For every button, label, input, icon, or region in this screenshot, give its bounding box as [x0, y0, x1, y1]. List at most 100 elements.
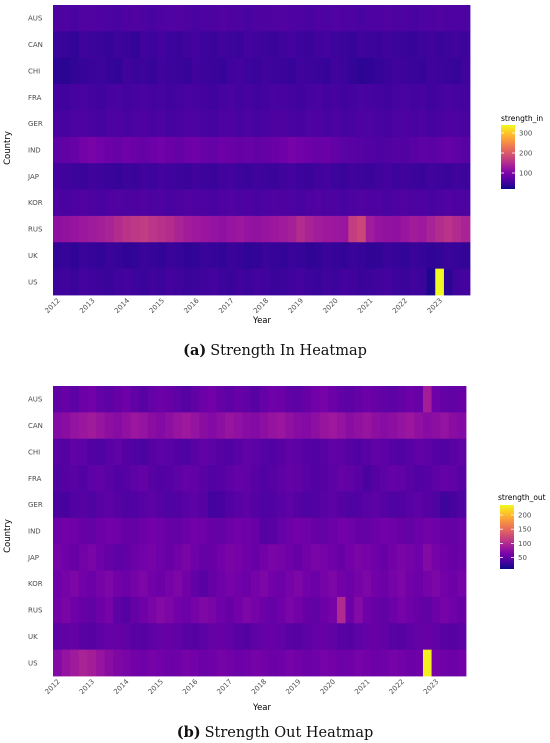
x-tick-label: 2020	[319, 678, 337, 696]
heatmap-cell	[339, 242, 349, 270]
heatmap-cell	[192, 31, 202, 59]
heatmap-cell	[252, 5, 262, 32]
heatmap-cell	[207, 596, 217, 624]
heatmap-cell	[409, 268, 419, 296]
heatmap-cell	[417, 110, 427, 138]
heatmap-cell	[104, 491, 114, 519]
heatmap-cell	[70, 57, 80, 85]
heatmap-cell	[79, 84, 89, 111]
heatmap-cell	[443, 268, 454, 296]
x-tick-label: 2022	[391, 297, 409, 315]
heatmap-cell	[96, 136, 106, 164]
heatmap-cell	[173, 544, 183, 571]
heatmap-cell	[233, 570, 243, 598]
heatmap-cell	[183, 189, 193, 217]
heatmap-cell	[357, 215, 367, 243]
heatmap-cell	[287, 57, 297, 85]
heatmap-cell	[252, 136, 262, 164]
heatmap-cell	[322, 163, 332, 190]
heatmap-cell	[174, 5, 184, 32]
heatmap-cell	[304, 5, 315, 32]
heatmap-cell	[87, 163, 97, 190]
heatmap-cell	[113, 5, 123, 32]
heatmap-cell	[105, 242, 115, 270]
heatmap-cell	[147, 517, 157, 545]
heatmap-cell	[233, 649, 243, 677]
heatmap-cell	[130, 596, 140, 624]
y-tick-labels-b: AUS CAN CHI FRA GER IND JAP KOR RUS UK US	[27, 396, 43, 668]
heatmap-cell	[70, 623, 80, 651]
heatmap-cell	[348, 5, 358, 32]
heatmap-cell	[422, 465, 432, 492]
heatmap-cell	[200, 84, 210, 111]
heatmap-cell	[261, 110, 271, 138]
heatmap-cell	[242, 465, 252, 492]
heatmap-cell	[339, 110, 349, 138]
heatmap-cell	[461, 5, 471, 32]
heatmap-cell	[78, 386, 88, 413]
heatmap-cell	[304, 110, 315, 138]
heatmap-cell	[87, 189, 97, 217]
heatmap-cell	[113, 189, 123, 217]
heatmap-cell	[61, 84, 71, 111]
heatmap-cell	[252, 242, 262, 270]
heatmap-cell	[452, 84, 462, 111]
heatmap-cell	[250, 596, 260, 624]
heatmap-cell	[374, 215, 384, 243]
heatmap-cell	[96, 596, 106, 624]
heatmap-cell	[371, 596, 381, 624]
heatmap-cell	[87, 5, 97, 32]
heatmap-cell	[78, 465, 88, 492]
heatmap-cell	[207, 491, 217, 519]
heatmap-cell	[139, 31, 149, 59]
heatmap-cell	[293, 412, 303, 440]
heatmap-cell	[78, 623, 88, 651]
heatmap-cell	[457, 623, 467, 651]
heatmap-cell	[233, 412, 243, 440]
heatmap-cell	[328, 517, 338, 545]
heatmap-cell	[440, 412, 450, 440]
heatmap-cell	[270, 110, 280, 138]
heatmap-cell	[379, 570, 389, 598]
heatmap-cell	[207, 649, 217, 677]
heatmap-cell	[287, 268, 297, 296]
heatmap-cell	[233, 596, 243, 624]
heatmap-cell	[374, 5, 384, 32]
x-axis-title-b: Year	[252, 703, 272, 713]
heatmap-cell	[296, 215, 306, 243]
heatmap-cell	[192, 136, 202, 164]
heatmap-cell	[391, 5, 401, 32]
heatmap-cell	[226, 57, 236, 85]
heatmap-cell	[426, 189, 436, 217]
heatmap-cell	[139, 517, 149, 545]
heatmap-cell	[182, 438, 192, 466]
heatmap-cell	[417, 57, 427, 85]
heatmap-cell	[374, 84, 384, 111]
heatmap-cell	[105, 31, 115, 59]
heatmap-cell	[285, 596, 295, 624]
heatmap-cell	[131, 136, 141, 164]
heatmap-cell	[113, 242, 123, 270]
heatmap-cell	[61, 438, 71, 466]
heatmap-cell	[78, 438, 88, 466]
heatmap-cell	[148, 242, 158, 270]
heatmap-cell	[304, 57, 315, 85]
heatmap-cell	[276, 438, 286, 466]
heatmap-cell	[285, 465, 295, 492]
heatmap-cell	[371, 544, 381, 571]
x-tick-label: 2012	[43, 297, 61, 315]
heatmap-cell	[250, 570, 260, 598]
x-tick-label: 2018	[250, 678, 268, 696]
heatmap-cell	[383, 242, 393, 270]
heatmap-cell	[250, 465, 260, 492]
heatmap-cell	[252, 215, 262, 243]
heatmap-cell	[182, 623, 192, 651]
heatmap-cell	[199, 412, 209, 440]
heatmap-cell	[164, 623, 174, 651]
heatmap-cell	[457, 570, 467, 598]
heatmap-cell	[183, 242, 193, 270]
heatmap-cell	[319, 491, 329, 519]
heatmap-cell	[96, 649, 106, 677]
heatmap-cell	[121, 517, 131, 545]
